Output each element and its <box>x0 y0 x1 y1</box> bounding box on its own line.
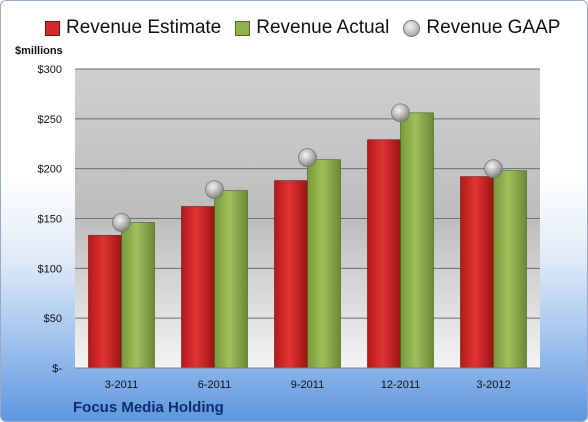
gaap-point <box>298 148 317 168</box>
y-tick-label: $200 <box>38 164 62 176</box>
legend-swatch-gaap <box>403 19 421 37</box>
bar-estimate <box>460 176 494 369</box>
x-tick-label: 6-2011 <box>198 379 231 391</box>
company-name: Focus Media Holding <box>73 399 224 416</box>
bar-actual <box>307 159 341 369</box>
bar-actual <box>121 222 155 369</box>
legend-item-estimate: Revenue Estimate <box>45 17 221 39</box>
y-axis-units-label: $millions <box>15 45 63 57</box>
legend-item-gaap: Revenue GAAP <box>403 17 560 39</box>
legend-label-gaap: Revenue GAAP <box>426 17 561 38</box>
x-tick-label: 3-2011 <box>105 379 138 391</box>
legend: Revenue Estimate Revenue Actual Revenue … <box>45 16 574 40</box>
bar-estimate <box>88 235 122 369</box>
bar-actual <box>400 112 434 369</box>
bar-actual <box>493 170 527 369</box>
y-tick-label: $250 <box>38 114 62 126</box>
bar-actual <box>214 190 248 369</box>
bar-estimate <box>367 139 401 369</box>
gaap-point <box>112 213 131 232</box>
bars <box>88 112 527 369</box>
y-axis-ticks: $- $50 $100 $150 $200 $250 $300 <box>38 64 63 375</box>
legend-item-actual: Revenue Actual <box>235 17 389 39</box>
x-tick-label: 9-2011 <box>291 379 324 391</box>
bar-estimate <box>181 206 215 369</box>
y-tick-label: $50 <box>44 313 62 325</box>
gaap-point <box>484 159 503 179</box>
legend-swatch-actual <box>235 20 251 36</box>
y-tick-label: $300 <box>38 64 62 76</box>
legend-label-estimate: Revenue Estimate <box>66 17 222 38</box>
x-tick-label: 12-2011 <box>381 379 421 391</box>
x-axis-ticks: 3-2011 6-2011 9-2011 12-2011 3-2012 <box>105 379 511 391</box>
gaap-points <box>112 103 503 232</box>
gaap-point <box>391 103 410 123</box>
x-tick-label: 3-2012 <box>476 379 510 391</box>
y-tick-label: $150 <box>38 214 62 226</box>
bar-estimate <box>274 180 308 369</box>
gaap-point <box>205 180 224 199</box>
y-tick-label: $100 <box>38 263 62 275</box>
y-tick-label: $- <box>52 363 62 375</box>
legend-swatch-estimate <box>45 20 60 36</box>
legend-label-actual: Revenue Actual <box>256 17 390 38</box>
